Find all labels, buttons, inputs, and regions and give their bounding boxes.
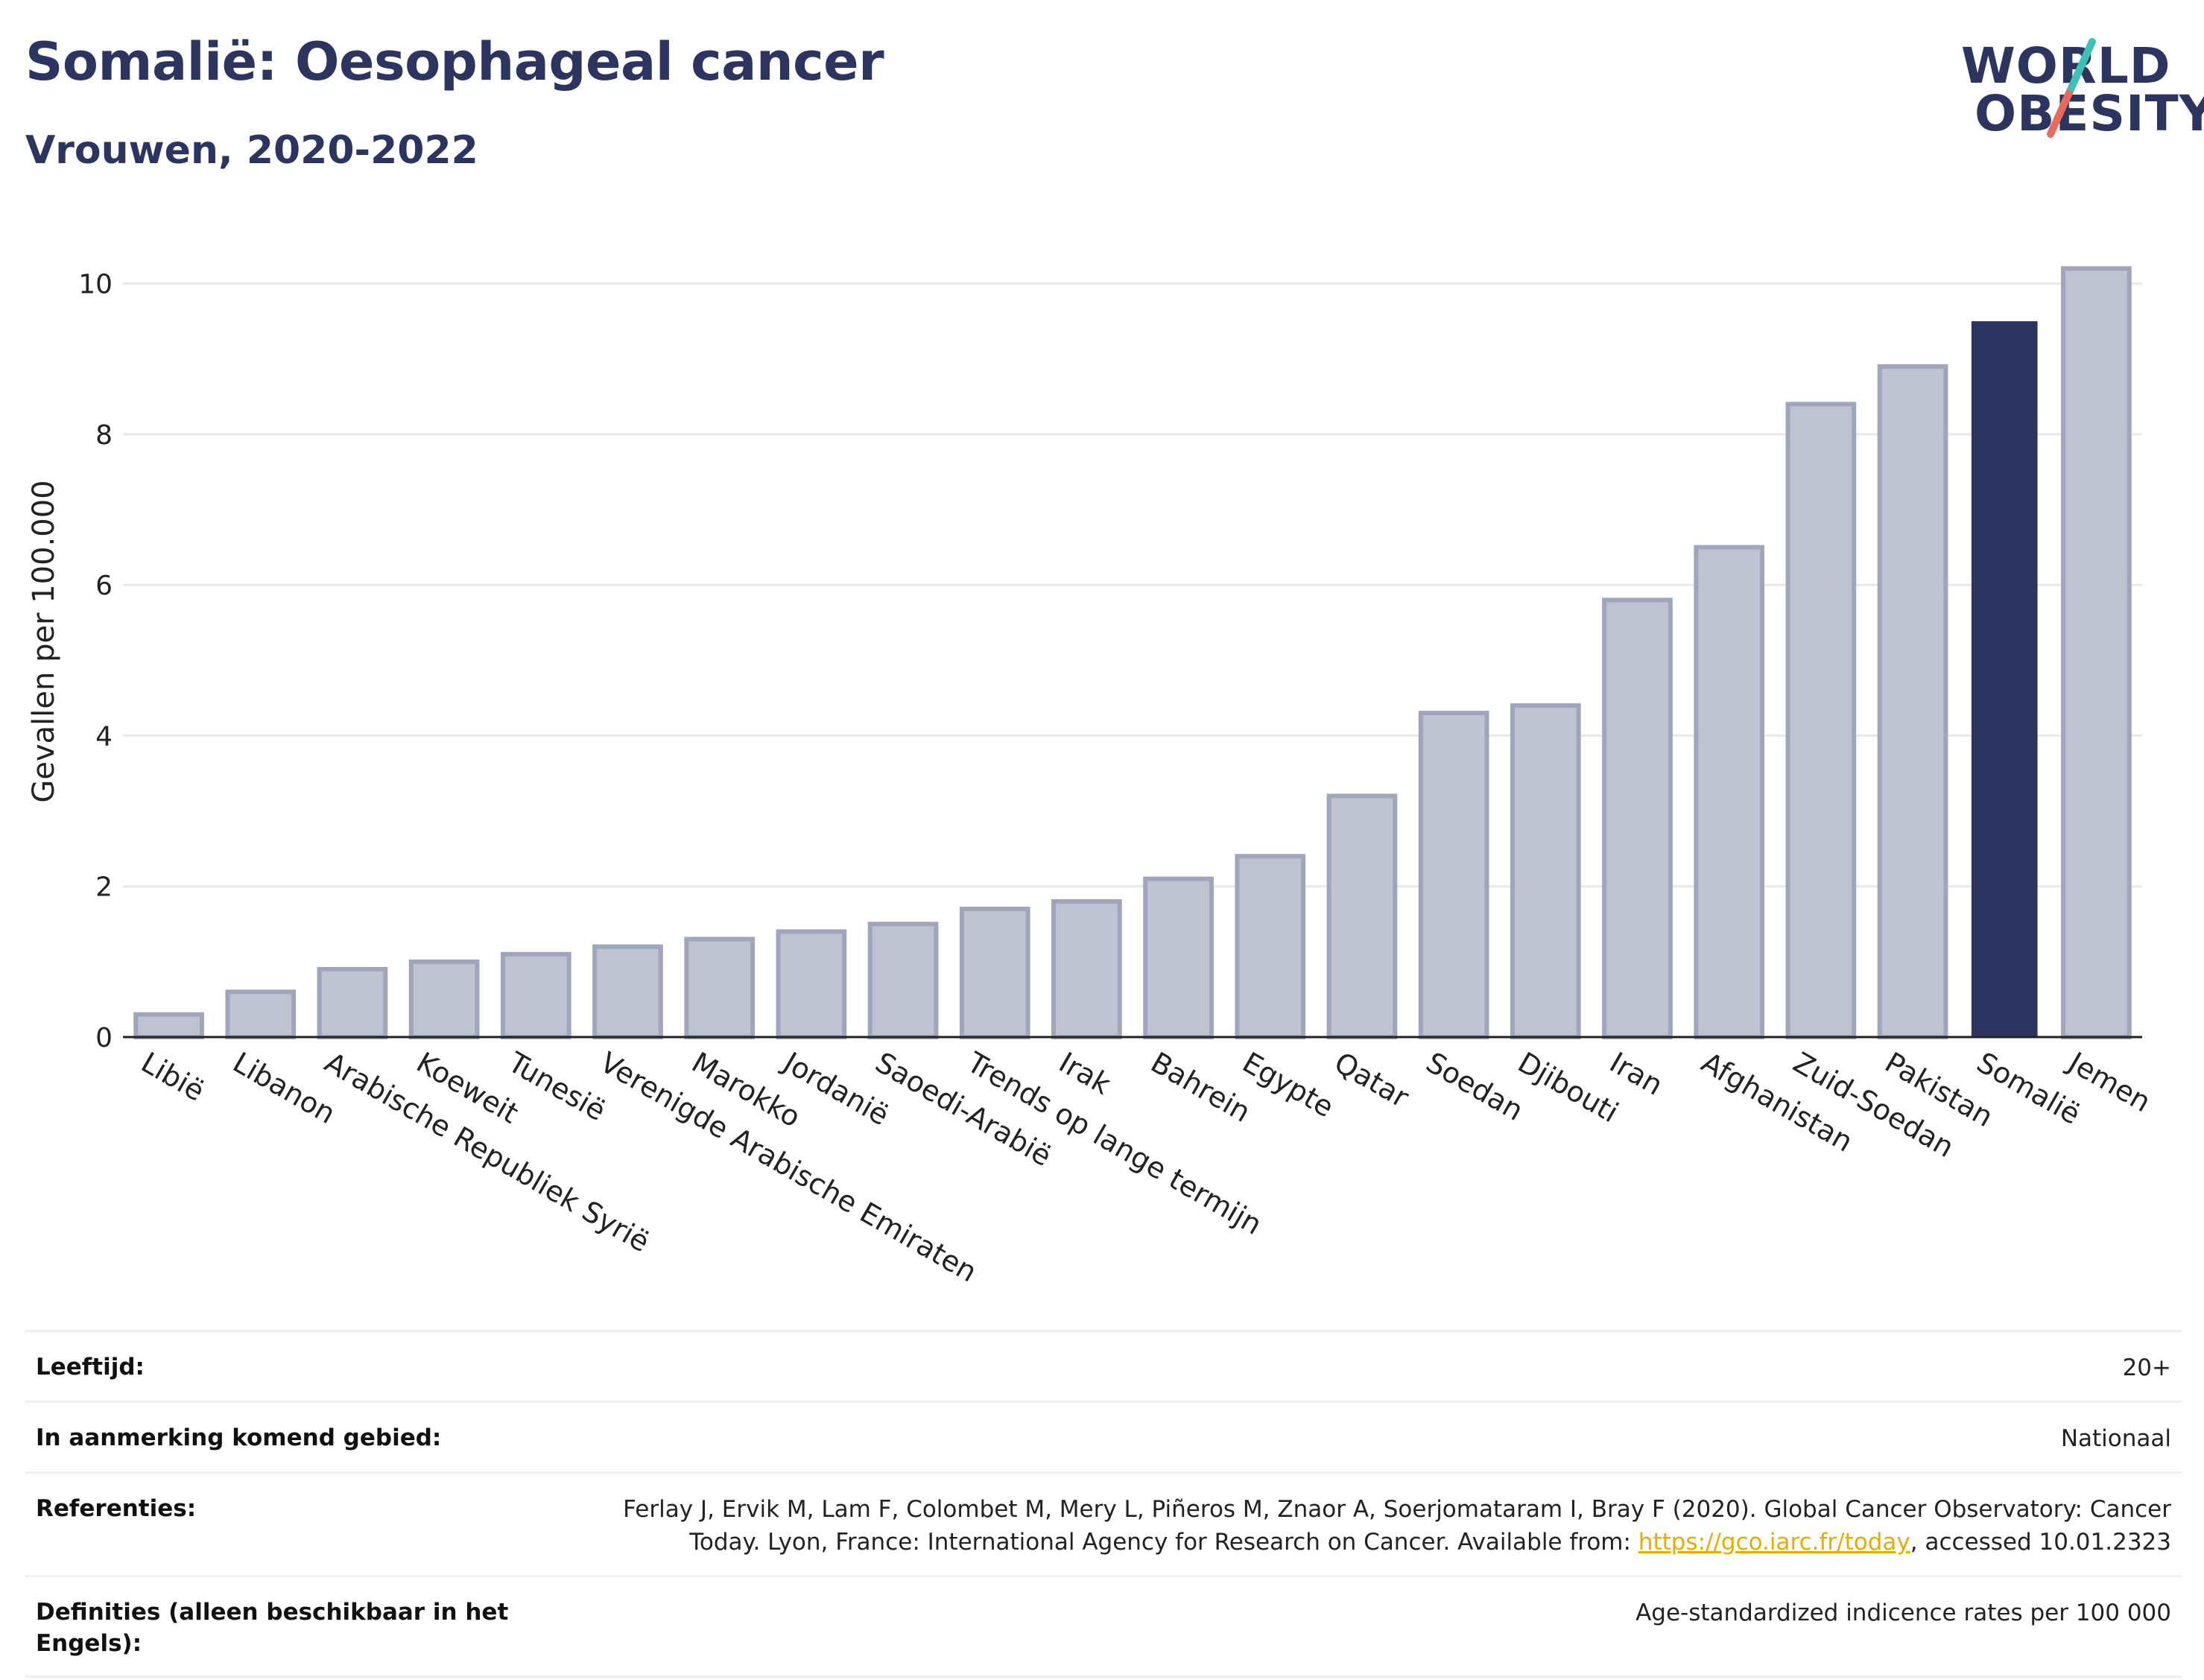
bar-pakistan bbox=[1877, 364, 1948, 1040]
info-row-references: Referenties: Ferlay J, Ervik M, Lam F, C… bbox=[25, 1471, 2182, 1575]
logo-slash-icon bbox=[2047, 38, 2096, 138]
bar-jemen bbox=[2061, 266, 2132, 1039]
references-value: Ferlay J, Ervik M, Lam F, Colombet M, Me… bbox=[623, 1493, 2171, 1559]
area-value: Nationaal bbox=[2060, 1425, 2171, 1452]
info-table: Leeftijd: 20+ In aanmerking komend gebie… bbox=[25, 1330, 2182, 1678]
bar-arabische-republiek-syri- bbox=[317, 966, 388, 1040]
chart-title: Somalië: Oesophageal cancer bbox=[25, 31, 884, 92]
bars bbox=[133, 266, 2132, 1040]
chart-subtitle: Vrouwen, 2020-2022 bbox=[25, 128, 478, 173]
bar-somali- bbox=[1971, 321, 2038, 1038]
bar-saoedi-arabi- bbox=[867, 922, 939, 1039]
bar-zuid-soedan bbox=[1785, 402, 1857, 1039]
bar-marokko bbox=[684, 936, 756, 1039]
bar-trends-op-lange-termijn bbox=[959, 907, 1030, 1039]
references-link[interactable]: https://gco.iarc.fr/today bbox=[1638, 1529, 1910, 1556]
age-value: 20+ bbox=[2122, 1354, 2171, 1381]
references-label: Referenties: bbox=[36, 1495, 197, 1522]
logo-line-2: OBESITY bbox=[1975, 85, 2204, 142]
x-tick-label: Libië bbox=[136, 1046, 210, 1108]
bar-egypte bbox=[1235, 854, 1306, 1039]
bar-jordani- bbox=[776, 929, 847, 1040]
y-tick-label: 4 bbox=[95, 721, 113, 752]
y-tick-label: 8 bbox=[95, 420, 113, 451]
references-text-1: Ferlay J, Ervik M, Lam F, Colombet M, Me… bbox=[623, 1496, 2171, 1523]
x-tick-label: Tunesië bbox=[502, 1045, 611, 1127]
bar-soedan bbox=[1418, 711, 1489, 1039]
y-axis-title: Gevallen per 100.000 bbox=[27, 480, 61, 802]
bar-verenigde-arabische-emiraten bbox=[592, 944, 663, 1040]
x-tick-label: Libanon bbox=[227, 1046, 341, 1130]
references-text-3: , accessed 10.01.2323 bbox=[1910, 1529, 2171, 1556]
bar-irak bbox=[1051, 898, 1122, 1040]
bar-qatar bbox=[1326, 793, 1398, 1039]
x-tick-label: Bahrein bbox=[1145, 1046, 1256, 1129]
y-tick-label: 10 bbox=[78, 270, 113, 300]
x-tick-label: Irak bbox=[1054, 1046, 1116, 1101]
bar-iran bbox=[1602, 597, 1673, 1039]
world-obesity-logo[interactable]: WORLD OBESITY bbox=[1939, 22, 2204, 156]
area-label: In aanmerking komend gebied: bbox=[36, 1424, 442, 1451]
logo-line-1: WORLD bbox=[1961, 37, 2171, 95]
y-tick-label: 2 bbox=[95, 872, 113, 903]
y-axis-ticks: 0 2 4 6 8 10 bbox=[78, 270, 113, 1053]
definitions-label: Definities (alleen beschikbaar in het En… bbox=[36, 1599, 509, 1657]
x-tick-label: Qatar bbox=[1329, 1046, 1414, 1115]
bar-libanon bbox=[225, 989, 297, 1040]
info-row-definitions: Definities (alleen beschikbaar in het En… bbox=[25, 1575, 2182, 1678]
y-tick-label: 6 bbox=[95, 571, 113, 601]
x-tick-label: Soedan bbox=[1421, 1046, 1529, 1127]
definitions-value: Age-standardized indicence rates per 100… bbox=[1635, 1600, 2171, 1626]
x-tick-label: Egypte bbox=[1237, 1046, 1339, 1124]
x-tick-label: Iran bbox=[1604, 1046, 1668, 1102]
bar-afghanistan bbox=[1694, 545, 1765, 1040]
bar-djibouti bbox=[1510, 703, 1581, 1039]
info-row-age: Leeftijd: 20+ bbox=[25, 1330, 2182, 1401]
bar-libi- bbox=[133, 1012, 204, 1039]
references-text-2: Today. Lyon, France: International Agenc… bbox=[689, 1529, 1638, 1556]
bar-koeweit bbox=[408, 959, 480, 1040]
bar-tunesi- bbox=[500, 951, 571, 1039]
bar-bahrein bbox=[1143, 876, 1214, 1039]
x-tick-label: Djibouti bbox=[1513, 1046, 1624, 1129]
info-row-area: In aanmerking komend gebied: Nationaal bbox=[25, 1401, 2182, 1471]
y-tick-label: 0 bbox=[95, 1023, 113, 1053]
age-label: Leeftijd: bbox=[36, 1354, 145, 1381]
